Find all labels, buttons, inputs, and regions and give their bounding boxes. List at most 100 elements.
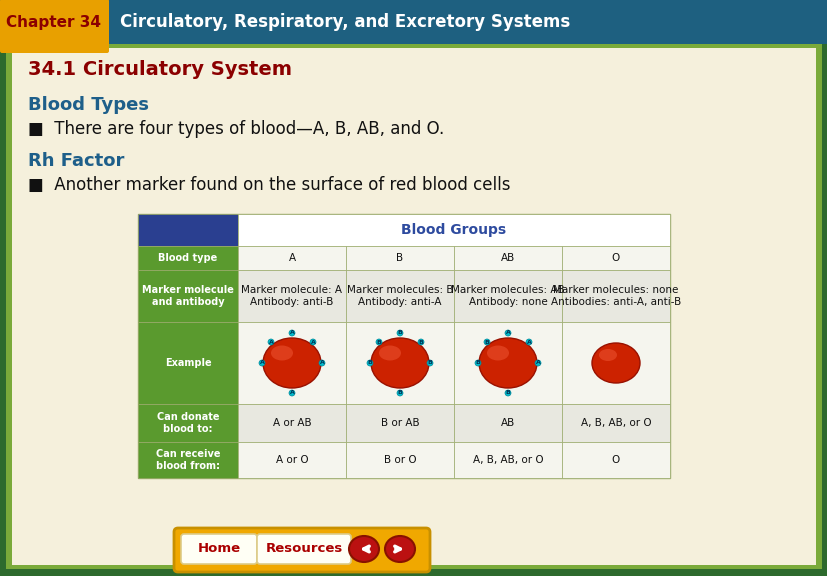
Ellipse shape — [263, 338, 321, 388]
Text: B: B — [427, 361, 432, 366]
Text: B or O: B or O — [383, 455, 416, 465]
Text: A: A — [526, 339, 531, 344]
Ellipse shape — [591, 343, 639, 383]
Text: Resources: Resources — [265, 543, 342, 555]
Text: A, B, AB, or O: A, B, AB, or O — [580, 418, 651, 428]
Bar — [346, 246, 453, 270]
Ellipse shape — [396, 330, 403, 336]
Text: Chapter 34: Chapter 34 — [7, 14, 102, 29]
Bar — [138, 442, 237, 478]
Ellipse shape — [396, 390, 403, 396]
Bar — [453, 404, 562, 442]
Ellipse shape — [504, 390, 510, 396]
Ellipse shape — [525, 339, 532, 345]
Ellipse shape — [289, 330, 294, 336]
Text: B or AB: B or AB — [380, 418, 418, 428]
Text: Marker molecules: none
Antibodies: anti-A, anti-B: Marker molecules: none Antibodies: anti-… — [550, 285, 681, 307]
Ellipse shape — [427, 360, 433, 366]
Bar — [138, 404, 237, 442]
Text: B: B — [367, 361, 372, 366]
Ellipse shape — [504, 330, 510, 336]
Bar — [0, 0, 827, 44]
Bar — [138, 270, 237, 322]
Bar — [12, 48, 815, 565]
FancyBboxPatch shape — [174, 528, 429, 572]
Bar — [562, 442, 669, 478]
Bar — [138, 322, 237, 404]
Bar — [346, 322, 453, 404]
Text: Blood Types: Blood Types — [28, 96, 149, 114]
Text: A: A — [288, 253, 295, 263]
Text: A: A — [535, 361, 540, 366]
Text: B: B — [396, 253, 403, 263]
Bar — [237, 214, 669, 246]
Ellipse shape — [270, 346, 293, 361]
Text: AB: AB — [500, 418, 514, 428]
Text: A: A — [310, 339, 315, 344]
Bar — [237, 270, 346, 322]
Bar — [562, 246, 669, 270]
Text: Circulatory, Respiratory, and Excretory Systems: Circulatory, Respiratory, and Excretory … — [120, 13, 570, 31]
Ellipse shape — [379, 346, 400, 361]
Bar — [562, 270, 669, 322]
Bar — [453, 270, 562, 322]
Bar — [562, 322, 669, 404]
Text: B: B — [397, 391, 402, 396]
Text: Rh Factor: Rh Factor — [28, 152, 124, 170]
Text: O: O — [611, 253, 619, 263]
Ellipse shape — [418, 339, 423, 345]
Ellipse shape — [318, 360, 325, 366]
Bar — [237, 442, 346, 478]
Ellipse shape — [479, 338, 537, 388]
Text: A or O: A or O — [275, 455, 308, 465]
Text: 34.1 Circulatory System: 34.1 Circulatory System — [28, 60, 292, 79]
Text: B: B — [418, 339, 423, 344]
Text: B: B — [397, 331, 402, 335]
Ellipse shape — [385, 536, 414, 562]
Text: Example: Example — [165, 358, 211, 368]
Text: Home: Home — [197, 543, 241, 555]
Text: Marker molecules: B
Antibody: anti-A: Marker molecules: B Antibody: anti-A — [347, 285, 452, 307]
Ellipse shape — [375, 339, 381, 345]
Text: A: A — [259, 361, 264, 366]
Ellipse shape — [486, 346, 509, 361]
Text: B: B — [475, 361, 480, 366]
Ellipse shape — [366, 360, 372, 366]
Text: Can donate
blood to:: Can donate blood to: — [156, 412, 219, 434]
Bar — [138, 214, 237, 246]
Bar — [138, 246, 237, 270]
Text: B: B — [376, 339, 381, 344]
Text: Can receive
blood from:: Can receive blood from: — [155, 449, 220, 471]
Text: A: A — [268, 339, 273, 344]
Text: AB: AB — [500, 253, 514, 263]
Ellipse shape — [268, 339, 274, 345]
Ellipse shape — [259, 360, 265, 366]
Bar — [453, 322, 562, 404]
Bar — [346, 404, 453, 442]
Text: ■  Another marker found on the surface of red blood cells: ■ Another marker found on the surface of… — [28, 176, 510, 194]
Ellipse shape — [289, 390, 294, 396]
Ellipse shape — [309, 339, 316, 345]
Ellipse shape — [484, 339, 490, 345]
Text: Blood Groups: Blood Groups — [401, 223, 506, 237]
Ellipse shape — [534, 360, 540, 366]
Bar — [453, 246, 562, 270]
Bar — [562, 404, 669, 442]
Text: B: B — [484, 339, 489, 344]
Ellipse shape — [348, 536, 379, 562]
Ellipse shape — [598, 349, 616, 361]
Text: Blood type: Blood type — [158, 253, 218, 263]
Text: O: O — [611, 455, 619, 465]
Text: A: A — [319, 361, 324, 366]
Bar — [237, 404, 346, 442]
FancyBboxPatch shape — [256, 534, 351, 564]
Text: A: A — [505, 331, 509, 335]
Ellipse shape — [475, 360, 480, 366]
Bar — [237, 246, 346, 270]
Bar — [237, 322, 346, 404]
Text: Marker molecule: A
Antibody: anti-B: Marker molecule: A Antibody: anti-B — [241, 285, 342, 307]
Text: A: A — [289, 391, 294, 396]
Text: A: A — [289, 331, 294, 335]
Bar — [346, 442, 453, 478]
Bar — [138, 214, 669, 478]
